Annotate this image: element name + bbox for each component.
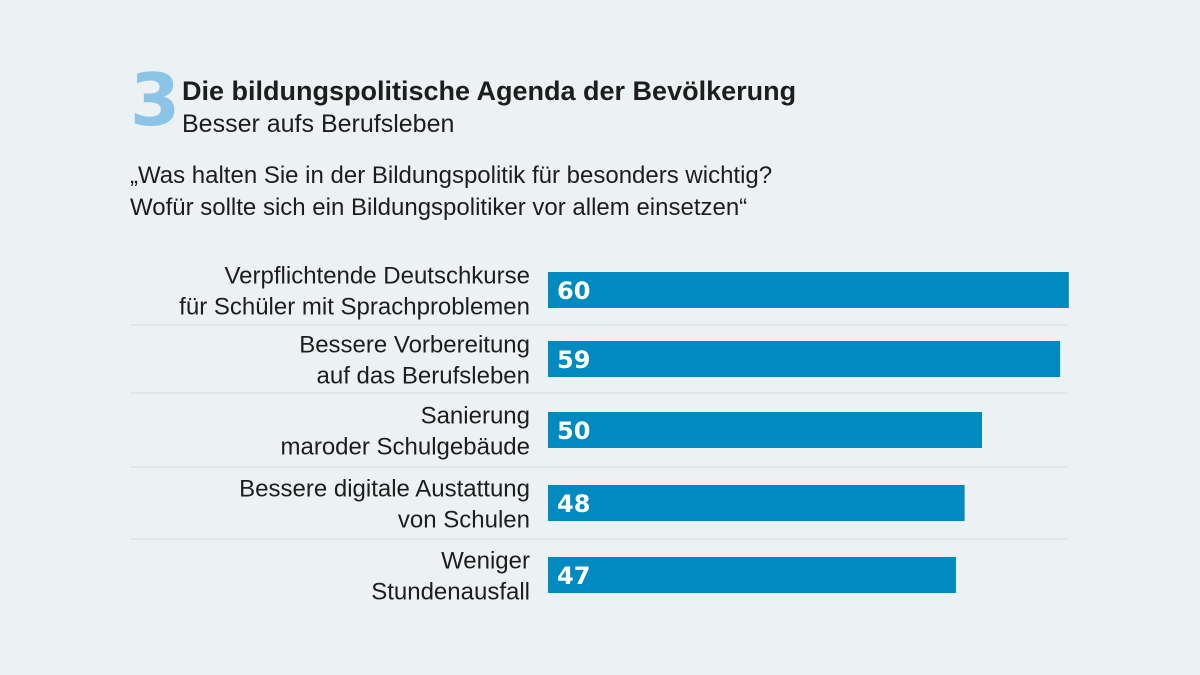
- bar-value-label: 50: [557, 417, 590, 445]
- bar-value-label: 60: [557, 277, 590, 305]
- category-label: Weniger: [441, 548, 530, 575]
- survey-question-line-2: Wofür sollte sich ein Bildungspolitiker …: [130, 194, 748, 221]
- bar-value-label: 47: [557, 562, 590, 590]
- bar: [548, 557, 956, 593]
- survey-question-line-1: „Was halten Sie in der Bildungspolitik f…: [130, 162, 773, 189]
- chart-number: 3: [130, 58, 181, 142]
- bar-value-label: 48: [557, 490, 590, 518]
- category-label: Bessere Vorbereitung: [299, 332, 530, 359]
- bar: [548, 341, 1061, 377]
- chart-header: 3 Die bildungspolitische Agenda der Bevö…: [130, 64, 1030, 140]
- bar-value-label: 59: [557, 346, 590, 374]
- category-label: Bessere digitale Austattung: [239, 476, 530, 503]
- bar: [548, 412, 982, 448]
- category-label: Stundenausfall: [371, 579, 530, 606]
- category-label: maroder Schulgebäude: [280, 434, 530, 461]
- category-label: auf das Berufsleben: [317, 363, 530, 390]
- category-label: Verpflichtende Deutschkurse: [224, 263, 530, 290]
- chart-title: Die bildungspolitische Agenda der Bevölk…: [182, 76, 797, 106]
- category-label: von Schulen: [398, 507, 530, 534]
- category-label: Sanierung: [421, 403, 530, 430]
- category-label: für Schüler mit Sprachproblemen: [179, 294, 530, 321]
- chart-subtitle: Besser aufs Berufsleben: [182, 110, 455, 138]
- bar: [548, 272, 1069, 308]
- bar: [548, 485, 965, 521]
- bar-chart: Verpflichtende Deutschkurse für Schüler m…: [130, 263, 1069, 606]
- survey-question: „Was halten Sie in der Bildungspolitik f…: [130, 160, 1030, 224]
